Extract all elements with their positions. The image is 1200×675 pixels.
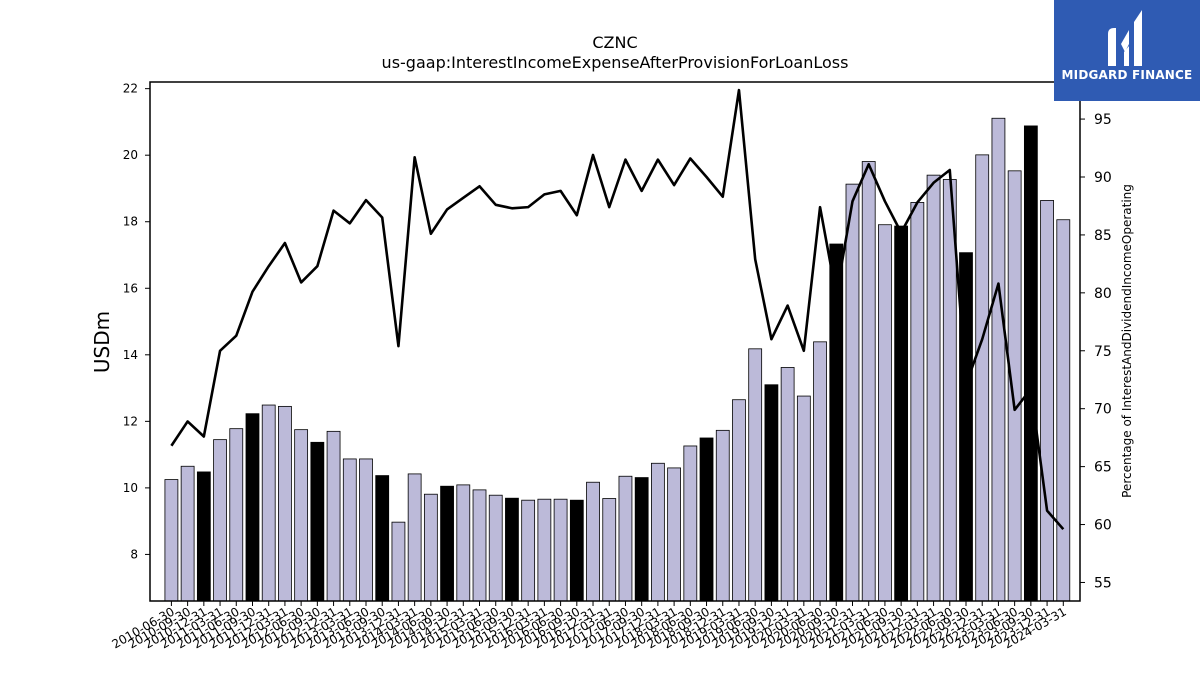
bar xyxy=(423,493,438,602)
bar xyxy=(829,243,844,602)
bar xyxy=(926,174,941,602)
percentage-line xyxy=(170,88,1065,531)
bar xyxy=(975,154,990,602)
y-tick-label: 22 xyxy=(123,82,138,96)
bar xyxy=(651,462,665,602)
y-axis-right: 55 60 65 70 75 80 85 90 95 xyxy=(1080,112,1112,591)
y-tick-label: 14 xyxy=(123,348,138,362)
bar xyxy=(1023,125,1038,602)
bar xyxy=(245,413,260,602)
bar xyxy=(456,484,471,602)
bar xyxy=(910,202,925,602)
logo-mark-icon xyxy=(1108,10,1142,66)
bar xyxy=(342,458,357,602)
bar xyxy=(440,485,454,602)
y2-tick-label: 60 xyxy=(1094,518,1112,534)
bar xyxy=(959,252,973,602)
bar xyxy=(715,429,730,602)
bar xyxy=(537,498,552,602)
bar xyxy=(278,405,292,602)
bar xyxy=(845,183,860,602)
bar xyxy=(391,521,406,602)
bar xyxy=(878,224,892,602)
x-axis: 2010-06-302010-09-302010-12-312011-03-31… xyxy=(110,601,1069,651)
bar xyxy=(569,499,584,602)
bar xyxy=(196,471,211,602)
y2-tick-label: 95 xyxy=(1094,112,1112,128)
y-tick-label: 12 xyxy=(123,414,138,428)
bar xyxy=(359,458,373,602)
y2-tick-label: 65 xyxy=(1094,460,1112,476)
y-tick-label: 8 xyxy=(130,547,138,561)
bar xyxy=(602,498,617,602)
bar xyxy=(813,341,827,602)
plot-area-frame xyxy=(149,81,1081,602)
chart-title: CZNC xyxy=(592,33,637,52)
bar xyxy=(683,445,698,602)
bar xyxy=(488,494,503,602)
bar xyxy=(699,437,714,602)
bar xyxy=(634,477,649,602)
bar xyxy=(732,399,746,602)
bar xyxy=(261,404,276,602)
bar xyxy=(748,348,763,602)
y2-tick-label: 80 xyxy=(1094,286,1112,302)
bar xyxy=(407,473,422,602)
bar xyxy=(326,430,341,602)
bar xyxy=(310,441,325,602)
bar xyxy=(521,499,536,602)
bar xyxy=(618,475,633,602)
y-axis-left: 8 10 12 14 16 18 20 22 xyxy=(123,82,150,561)
bar xyxy=(861,161,876,602)
bar-series xyxy=(164,117,1071,602)
brand-logo: MIDGARD FINANCE xyxy=(1054,0,1200,101)
bar xyxy=(586,481,600,602)
bar xyxy=(294,429,309,602)
bar xyxy=(164,479,179,602)
bar xyxy=(1056,219,1071,602)
y-tick-label: 16 xyxy=(123,281,138,295)
bar xyxy=(472,489,487,602)
bar xyxy=(991,117,1006,602)
bar xyxy=(229,428,244,602)
bar xyxy=(780,367,795,602)
bar xyxy=(375,475,390,602)
y2-axis-label: Percentage of InterestAndDividendIncomeO… xyxy=(1120,184,1134,498)
chart-subtitle: us-gaap:InterestIncomeExpenseAfterProvis… xyxy=(382,53,849,72)
y-tick-label: 18 xyxy=(123,215,138,229)
logo-text: MIDGARD FINANCE xyxy=(1061,68,1193,82)
y2-tick-label: 90 xyxy=(1094,170,1112,186)
bar xyxy=(180,465,195,602)
y2-tick-label: 55 xyxy=(1094,575,1112,591)
y2-tick-label: 85 xyxy=(1094,228,1112,244)
y2-tick-label: 75 xyxy=(1094,344,1112,360)
bar xyxy=(213,439,227,602)
bar xyxy=(1040,200,1054,602)
y-tick-label: 10 xyxy=(123,481,138,495)
y-axis-label: USDm xyxy=(90,311,114,373)
y-tick-label: 20 xyxy=(123,148,138,162)
line-series xyxy=(170,88,1065,531)
bar xyxy=(894,225,909,602)
bar xyxy=(764,384,779,602)
y2-tick-label: 70 xyxy=(1094,402,1112,418)
bar xyxy=(796,395,811,602)
bar xyxy=(553,498,568,602)
bar xyxy=(505,497,519,602)
bar xyxy=(1007,170,1022,602)
bar xyxy=(667,467,681,602)
